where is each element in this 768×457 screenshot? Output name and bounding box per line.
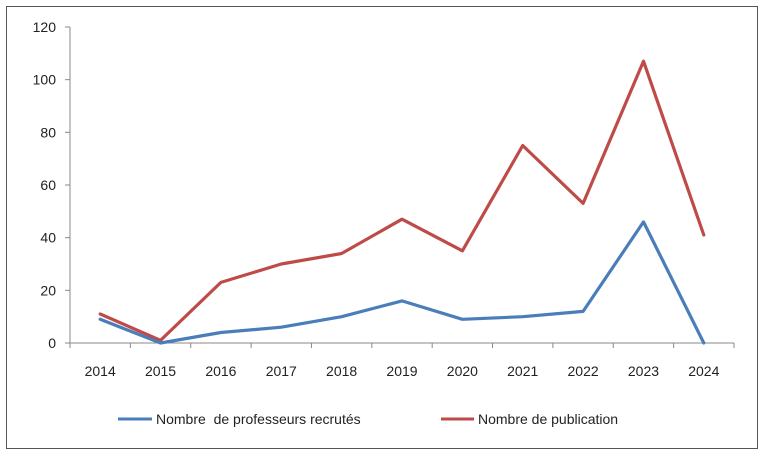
- legend: Nombre de professeurs recrutés Nombre de…: [118, 411, 618, 427]
- y-tick-label: 80: [40, 124, 56, 140]
- x-tick-label: 2017: [266, 363, 297, 379]
- x-axis: 2014 2015 2016 2017 2018 2019 2020 2021 2022 2023…: [69, 342, 735, 379]
- x-tick-label: 2015: [145, 363, 176, 379]
- x-tick-label: 2014: [85, 363, 116, 379]
- y-tick-label: 60: [40, 177, 56, 193]
- y-axis: 0 20 40 60 80 100 120: [33, 19, 71, 351]
- x-tick-label: 2024: [688, 363, 719, 379]
- x-tick-label: 2019: [386, 363, 417, 379]
- series-line-professeurs: [98, 220, 706, 345]
- x-tick-label: 2021: [507, 363, 538, 379]
- chart-frame: [6, 6, 758, 449]
- x-tick-label: 2018: [326, 363, 357, 379]
- legend-label-publication: Nombre de publication: [478, 411, 618, 427]
- y-tick-label: 0: [48, 335, 56, 351]
- x-tick-label: 2023: [628, 363, 659, 379]
- y-tick-label: 100: [33, 72, 57, 88]
- series-lines: [98, 59, 706, 345]
- series-line-publication: [98, 59, 706, 342]
- x-tick-label: 2022: [568, 363, 599, 379]
- y-tick-label: 20: [40, 282, 56, 298]
- y-tick-label: 120: [33, 19, 57, 35]
- x-tick-label: 2020: [447, 363, 478, 379]
- legend-label-professeurs: Nombre de professeurs recrutés: [156, 411, 361, 427]
- x-tick-label: 2016: [205, 363, 236, 379]
- y-tick-label: 40: [40, 230, 56, 246]
